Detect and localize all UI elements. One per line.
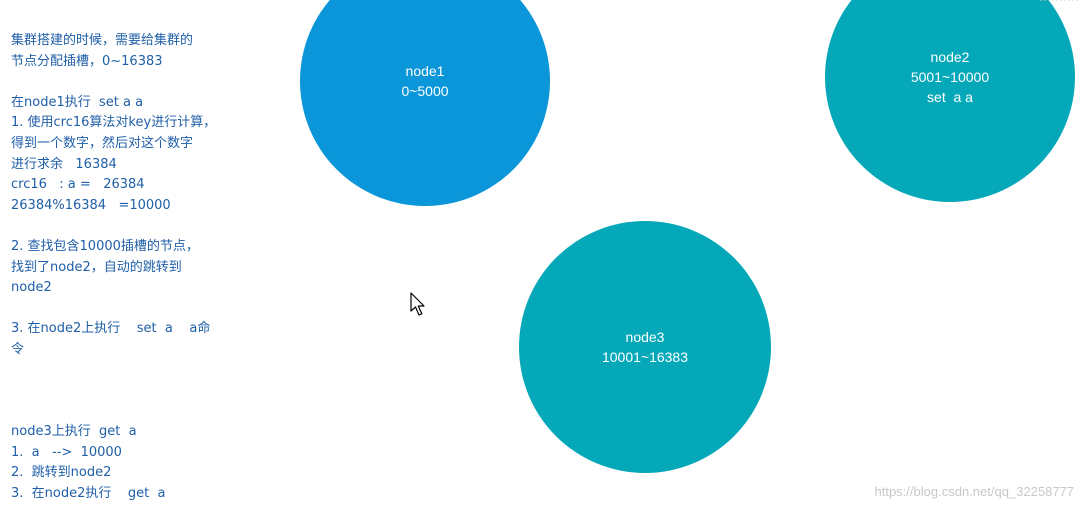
node3-range: 10001~16383 — [601, 349, 689, 365]
note-line: 3. 在node2执行 get a — [11, 486, 166, 502]
node1-name: node1 — [405, 63, 445, 79]
note-line: 进行求余 16384 — [11, 156, 117, 172]
note-line: 集群搭建的时候，需要给集群的 — [11, 33, 194, 48]
watermark-url: https://blog.csdn.net/qq_32258777 — [874, 484, 1075, 499]
node2-range: 5001~10000 — [910, 69, 990, 85]
note-line: node3上执行 get a — [11, 424, 137, 440]
notes-panel: 集群搭建的时候，需要给集群的 节点分配插槽，0~16383 在node1执行 s… — [11, 31, 271, 505]
node1-range: 0~5000 — [401, 83, 449, 99]
note-line: node2 — [11, 280, 52, 296]
note-line: 令 — [11, 341, 25, 357]
note-line: 得到一个数字，然后对这个数字 — [11, 135, 194, 151]
note-line: 2. 查找包含10000插槽的节点， — [11, 238, 199, 254]
note-line — [11, 216, 271, 237]
node2-circle: node2 5001~10000 set a a — [825, 0, 1075, 202]
note-line: 1. 使用crc16算法对key进行计算， — [11, 115, 217, 131]
note-line — [11, 402, 271, 423]
note-line — [11, 381, 271, 402]
note-line: 1. a --> 10000 — [11, 444, 122, 460]
node2-command: set a a — [927, 89, 973, 105]
note-line: 节点分配插槽，0~16383 — [11, 53, 163, 69]
node3-circle: node3 10001~16383 — [519, 221, 771, 473]
note-line — [11, 72, 271, 93]
note-line: 2. 跳转到node2 — [11, 465, 112, 481]
top-edge-mark — [1040, 0, 1080, 1]
node1-circle: node1 0~5000 — [300, 0, 550, 206]
mouse-pointer-icon — [410, 292, 425, 316]
note-line: crc16 : a = 26384 — [11, 177, 145, 193]
note-line — [11, 299, 271, 320]
note-line: 找到了node2，自动的跳转到 — [11, 259, 182, 275]
note-line: 3. 在node2上执行 set a a命 — [11, 321, 211, 337]
note-line: 26384%16384 =10000 — [11, 197, 171, 213]
node3-name: node3 — [625, 329, 665, 345]
node2-name: node2 — [930, 49, 970, 65]
note-line: 在node1执行 set a a — [11, 94, 144, 110]
note-line — [11, 361, 271, 382]
